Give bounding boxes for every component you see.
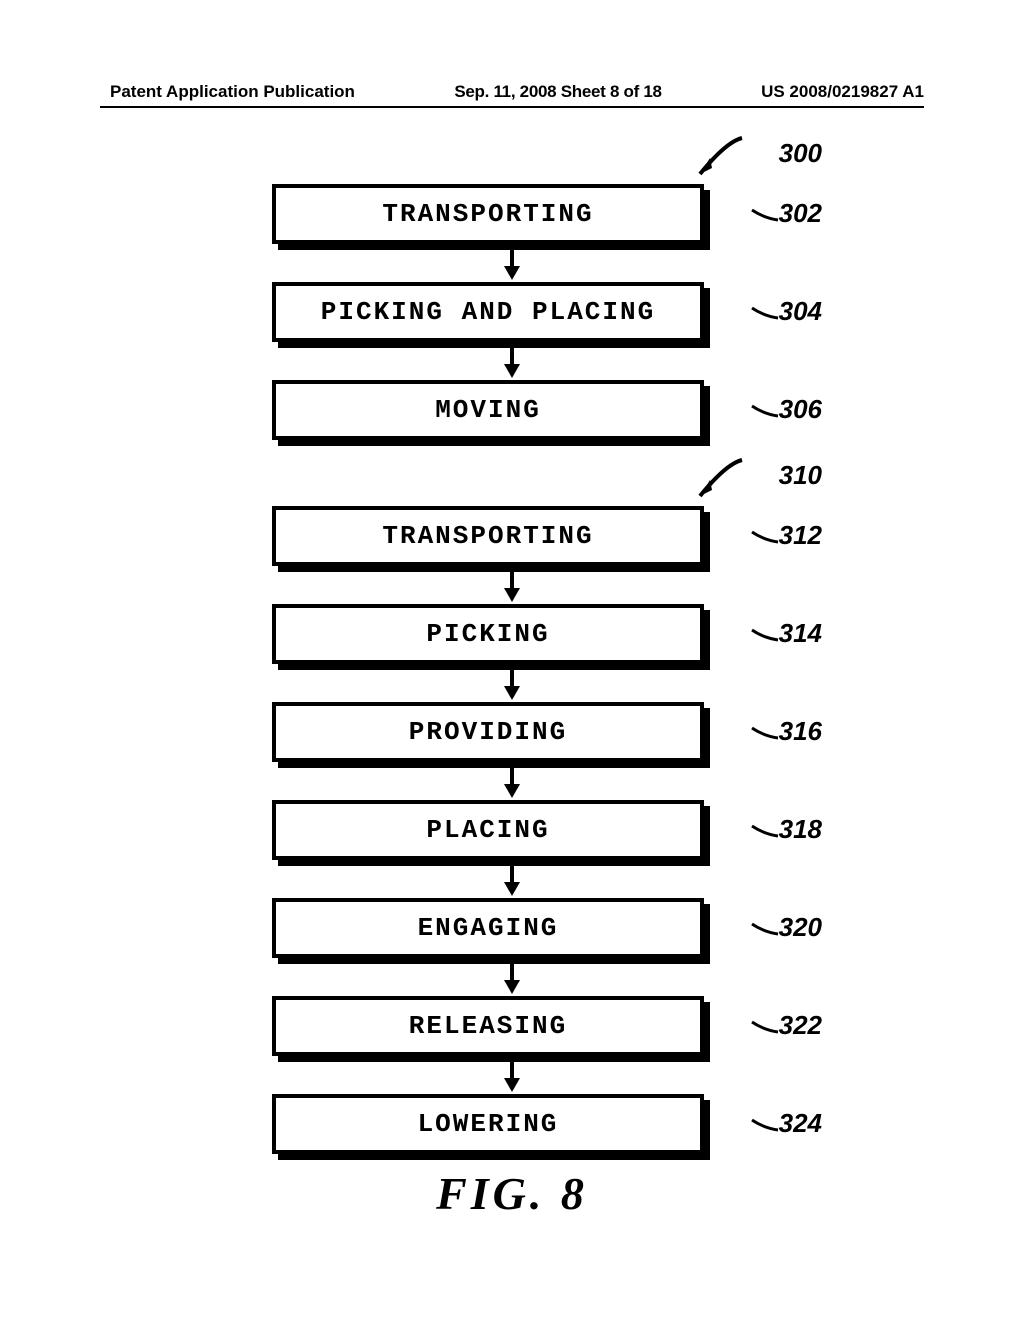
header-rule	[100, 106, 924, 108]
step-box: TRANSPORTING	[272, 506, 704, 566]
figure: 300 TRANSPORTING 302 PICKING AND PLACING…	[0, 140, 1024, 1154]
step-ref: 302	[779, 198, 822, 229]
leader-line	[750, 726, 780, 742]
step-ref: 316	[779, 716, 822, 747]
step-314: PICKING 314	[272, 604, 752, 664]
group-pointer-310: 310	[272, 462, 752, 506]
step-box: MOVING	[272, 380, 704, 440]
arrow-down-icon	[272, 342, 752, 380]
leader-line	[750, 1020, 780, 1036]
leader-line	[750, 208, 780, 224]
step-box: TRANSPORTING	[272, 184, 704, 244]
leader-line	[750, 530, 780, 546]
leader-line	[750, 1118, 780, 1134]
step-302: TRANSPORTING 302	[272, 184, 752, 244]
step-box: RELEASING	[272, 996, 704, 1056]
step-ref: 312	[779, 520, 822, 551]
arrow-down-icon	[272, 860, 752, 898]
step-box: PICKING AND PLACING	[272, 282, 704, 342]
step-box: LOWERING	[272, 1094, 704, 1154]
step-304: PICKING AND PLACING 304	[272, 282, 752, 342]
step-ref: 324	[779, 1108, 822, 1139]
step-324: LOWERING 324	[272, 1094, 752, 1154]
step-312: TRANSPORTING 312	[272, 506, 752, 566]
group-ref-310: 310	[779, 460, 822, 491]
arrow-down-icon	[272, 664, 752, 702]
step-ref: 304	[779, 296, 822, 327]
leader-line	[750, 824, 780, 840]
leader-line	[750, 628, 780, 644]
step-316: PROVIDING 316	[272, 702, 752, 762]
step-318: PLACING 318	[272, 800, 752, 860]
header-center: Sep. 11, 2008 Sheet 8 of 18	[454, 82, 661, 102]
step-ref: 306	[779, 394, 822, 425]
page-header: Patent Application Publication Sep. 11, …	[0, 82, 1024, 102]
flowchart: 300 TRANSPORTING 302 PICKING AND PLACING…	[272, 140, 752, 1154]
step-box: PROVIDING	[272, 702, 704, 762]
step-ref: 318	[779, 814, 822, 845]
header-right: US 2008/0219827 A1	[761, 82, 924, 102]
group-pointer-300: 300	[272, 140, 752, 184]
arrow-down-icon	[272, 566, 752, 604]
step-306: MOVING 306	[272, 380, 752, 440]
figure-caption: FIG. 8	[0, 1167, 1024, 1220]
arrow-down-icon	[272, 958, 752, 996]
step-ref: 314	[779, 618, 822, 649]
curved-arrow-icon	[690, 134, 760, 184]
arrow-down-icon	[272, 244, 752, 282]
leader-line	[750, 404, 780, 420]
group-gap	[272, 440, 752, 462]
step-322: RELEASING 322	[272, 996, 752, 1056]
step-box: PLACING	[272, 800, 704, 860]
leader-line	[750, 922, 780, 938]
curved-arrow-icon	[690, 456, 760, 506]
step-320: ENGAGING 320	[272, 898, 752, 958]
arrow-down-icon	[272, 1056, 752, 1094]
arrow-down-icon	[272, 762, 752, 800]
step-ref: 320	[779, 912, 822, 943]
step-box: ENGAGING	[272, 898, 704, 958]
header-left: Patent Application Publication	[110, 82, 355, 102]
step-box: PICKING	[272, 604, 704, 664]
group-ref-300: 300	[779, 138, 822, 169]
step-ref: 322	[779, 1010, 822, 1041]
leader-line	[750, 306, 780, 322]
